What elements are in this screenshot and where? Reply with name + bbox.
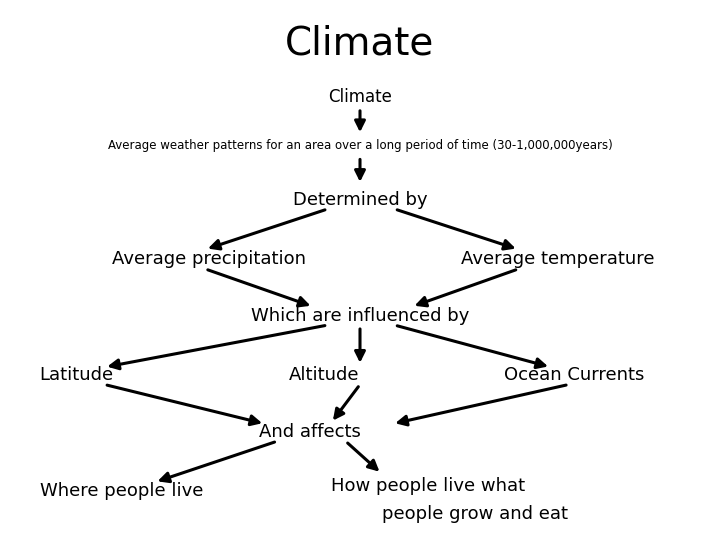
Text: Latitude: Latitude bbox=[40, 366, 114, 384]
Text: Which are influenced by: Which are influenced by bbox=[251, 307, 469, 325]
Text: Climate: Climate bbox=[328, 88, 392, 106]
Text: Determined by: Determined by bbox=[293, 191, 427, 209]
Text: Where people live: Where people live bbox=[40, 482, 203, 501]
Text: How people live what: How people live what bbox=[331, 477, 526, 495]
Text: And affects: And affects bbox=[258, 423, 361, 441]
Text: Ocean Currents: Ocean Currents bbox=[504, 366, 644, 384]
Text: Average precipitation: Average precipitation bbox=[112, 250, 305, 268]
Text: people grow and eat: people grow and eat bbox=[382, 505, 567, 523]
Text: Average temperature: Average temperature bbox=[461, 250, 654, 268]
Text: Climate: Climate bbox=[285, 24, 435, 62]
Text: Average weather patterns for an area over a long period of time (30-1,000,000yea: Average weather patterns for an area ove… bbox=[107, 139, 613, 152]
Text: Altitude: Altitude bbox=[289, 366, 359, 384]
